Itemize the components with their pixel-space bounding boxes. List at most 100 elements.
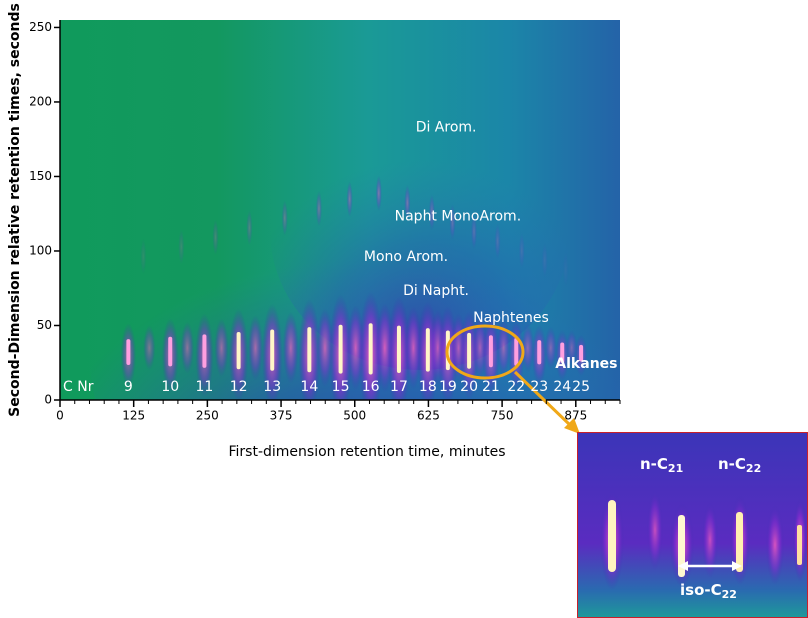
inset-peak <box>647 490 663 570</box>
peak-core <box>168 336 173 367</box>
x-tick-label: 875 <box>564 409 587 423</box>
x-tick-label: 0 <box>56 409 64 423</box>
peak-glow <box>346 181 353 218</box>
carbon-number: 12 <box>230 379 248 395</box>
carbon-number: 14 <box>300 379 318 395</box>
peak-core <box>396 325 401 374</box>
peak-glow <box>566 329 578 366</box>
zoom-arrow-head <box>564 418 580 434</box>
inset-peak <box>702 502 718 578</box>
inset-label-text: n-C <box>718 455 746 473</box>
x-tick-label: 250 <box>196 409 219 423</box>
carbon-number: 23 <box>530 379 548 395</box>
peak-core <box>560 342 565 363</box>
peak-glow <box>494 223 501 260</box>
annotation: Di Arom. <box>416 119 477 135</box>
annotation: Napht MonoArom. <box>395 209 522 225</box>
plot-area <box>60 20 620 400</box>
peak-core <box>514 337 519 366</box>
y-tick-label: 250 <box>29 20 52 34</box>
peak-core <box>236 331 241 370</box>
carbon-number: 11 <box>196 379 214 395</box>
inset-label: n-C22 <box>718 455 761 476</box>
inset-label-text: n-C <box>640 455 668 473</box>
peak-glow <box>282 311 299 384</box>
y-tick-label: 50 <box>37 318 52 332</box>
peak-core <box>368 323 373 375</box>
y-axis-title: Second-Dimension relative retention time… <box>7 3 23 417</box>
peak-glow <box>246 209 253 246</box>
peak-glow <box>496 319 511 376</box>
y-tick-label: 0 <box>44 393 52 407</box>
carbon-number: 25 <box>572 379 590 395</box>
peak-glow <box>521 323 535 373</box>
peak-glow <box>140 238 147 275</box>
y-tick-label: 100 <box>29 243 52 257</box>
peak-glow <box>180 321 194 374</box>
carbon-number: 15 <box>332 379 350 395</box>
inset-label-sub: 21 <box>668 462 683 475</box>
inset-label: iso-C22 <box>680 581 737 602</box>
peak-glow <box>316 308 334 388</box>
inset-peak <box>797 525 802 565</box>
inset-label-text: iso-C <box>680 581 722 599</box>
zoom-arrow <box>513 370 572 427</box>
peak-glow <box>428 194 435 231</box>
carbon-number: 10 <box>161 379 179 395</box>
peak-glow <box>471 213 477 250</box>
peak-core <box>579 344 584 362</box>
annotation: Alkanes <box>555 356 617 372</box>
inset-peak <box>766 505 784 585</box>
peak-glow <box>562 251 569 288</box>
peak-core <box>537 340 542 365</box>
inset-peak <box>678 515 685 577</box>
y-tick-label: 200 <box>29 94 52 108</box>
carbon-number: 22 <box>507 379 525 395</box>
highlight-ellipse <box>445 324 525 380</box>
peak-core <box>467 332 472 369</box>
inset-label-sub: 22 <box>746 462 761 475</box>
peak-group <box>120 175 588 400</box>
carbon-number: 17 <box>390 379 408 395</box>
inset: n-C21 n-C22 iso-C22 <box>577 432 808 618</box>
peak-glow <box>212 219 219 256</box>
y-tick-label: 150 <box>29 169 52 183</box>
inset-arrow-head <box>678 561 688 571</box>
peak-glow <box>248 315 263 381</box>
x-tick-label: 375 <box>270 409 293 423</box>
peak-glow <box>143 325 156 371</box>
peak-glow <box>178 228 185 265</box>
peak-glow <box>214 318 229 378</box>
x-tick-label: 750 <box>491 409 514 423</box>
carbon-number: 24 <box>553 379 571 395</box>
inset-peak <box>608 500 616 572</box>
inset-label: n-C21 <box>640 455 683 476</box>
x-tick-label: 125 <box>122 409 145 423</box>
peak-core <box>270 329 275 371</box>
inset-peak <box>736 512 743 572</box>
peak-glow <box>315 190 322 227</box>
peak-core <box>202 334 207 368</box>
annotation: Di Napht. <box>403 283 469 299</box>
peak-glow <box>541 242 548 279</box>
carbon-number: 19 <box>439 379 457 395</box>
carbon-number: 18 <box>419 379 437 395</box>
peak-glow <box>518 232 525 269</box>
peak-core <box>307 327 312 373</box>
peak-glow <box>281 200 288 237</box>
x-tick-label: 500 <box>343 409 366 423</box>
peak-core <box>425 328 430 372</box>
peak-core <box>126 339 131 365</box>
carbon-number: 13 <box>263 379 281 395</box>
peak-core <box>488 335 493 368</box>
peak-glow <box>404 184 411 221</box>
peak-glow <box>375 175 382 212</box>
inset-label-sub: 22 <box>722 588 737 601</box>
carbon-number: 20 <box>460 379 478 395</box>
carbon-number-title: C Nr <box>63 379 94 395</box>
peak-glow <box>544 326 557 370</box>
peak-core <box>338 324 343 374</box>
annotation: Mono Arom. <box>364 249 448 265</box>
carbon-number: 9 <box>124 379 133 395</box>
